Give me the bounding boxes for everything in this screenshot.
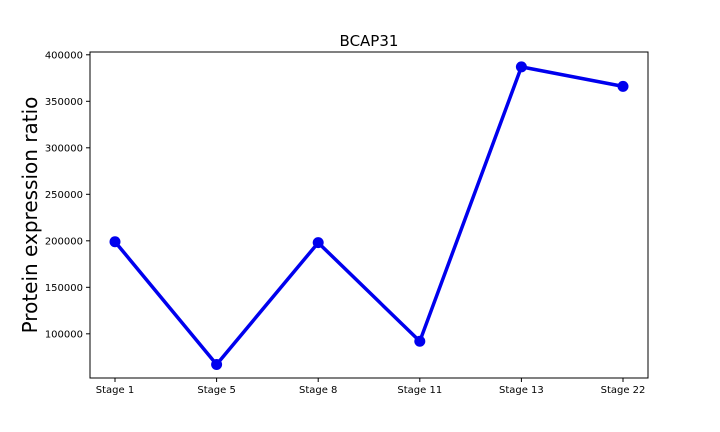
y-tick-label: 250000	[45, 190, 83, 201]
data-point	[515, 61, 527, 73]
y-axis-label: Protein expression ratio	[18, 97, 42, 334]
x-tick-label: Stage 13	[499, 385, 544, 396]
y-tick-label: 300000	[45, 143, 83, 154]
data-point	[109, 236, 121, 248]
x-tick-label: Stage 8	[299, 385, 337, 396]
x-tick-label: Stage 1	[96, 385, 134, 396]
x-tick-label: Stage 11	[397, 385, 442, 396]
x-tick-label: Stage 22	[601, 385, 646, 396]
x-tick-label: Stage 5	[197, 385, 235, 396]
data-point	[617, 80, 629, 92]
y-tick-label: 100000	[45, 329, 83, 340]
chart-title: BCAP31	[340, 32, 399, 50]
y-tick-label: 350000	[45, 97, 83, 108]
y-tick-label: 400000	[45, 50, 83, 61]
x-axis-ticks: Stage 1 Stage 5 Stage 8 Stage 11 Stage 13 Sta…	[96, 378, 646, 396]
data-point	[312, 237, 324, 249]
y-tick-label: 200000	[45, 236, 83, 247]
y-tick-label: 150000	[45, 283, 83, 294]
data-point	[414, 335, 426, 347]
y-axis-ticks: 100000 150000 200000 250000 300000 350000 4000…	[45, 50, 90, 340]
data-point	[211, 359, 223, 371]
series-line	[113, 65, 624, 367]
plot-area	[89, 51, 649, 379]
series-group	[109, 61, 629, 371]
